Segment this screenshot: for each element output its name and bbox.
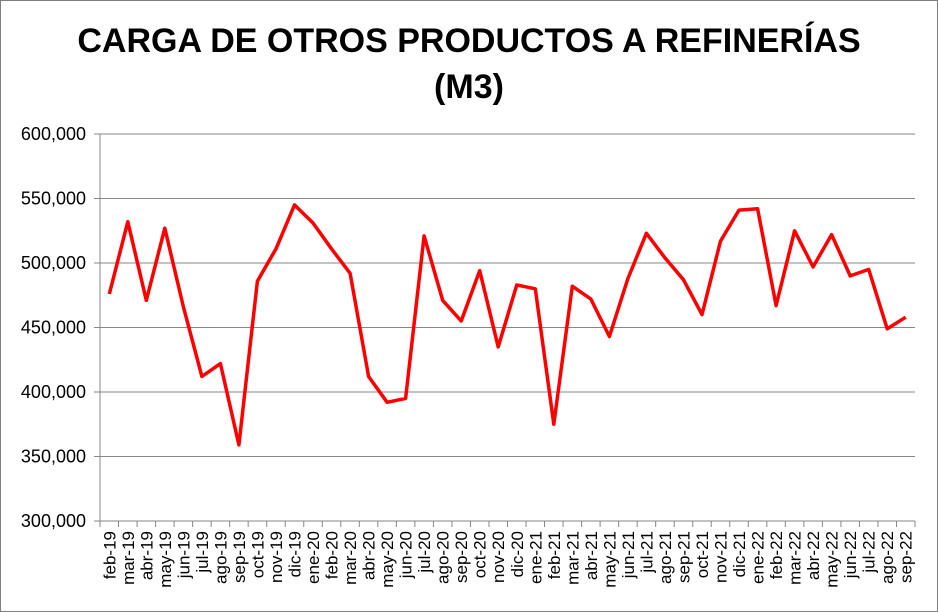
y-tick-label: 350,000: [21, 447, 86, 467]
y-tick-label: 300,000: [21, 511, 86, 531]
x-tick-label: ago-21: [656, 531, 675, 584]
x-tick-label: jun-20: [397, 531, 416, 579]
x-tick-label: ago-20: [434, 531, 453, 584]
y-tick-label: 450,000: [21, 318, 86, 338]
x-tick-label: abr-20: [360, 531, 379, 580]
x-tick-label: jul-22: [860, 531, 879, 574]
x-tick-label: abr-22: [804, 531, 823, 580]
x-tick-label: feb-19: [100, 531, 119, 579]
x-tick-label: jul-21: [637, 531, 656, 574]
x-tick-label: nov-20: [489, 531, 508, 583]
x-tick-label: feb-20: [323, 531, 342, 579]
x-tick-label: jun-21: [619, 531, 638, 579]
x-tick-label: jun-22: [841, 531, 860, 579]
y-tick-label: 500,000: [21, 253, 86, 273]
x-tick-label: mar-20: [341, 531, 360, 585]
x-tick-label: ene-22: [749, 531, 768, 584]
series-line: [107, 203, 907, 447]
x-tick-label: oct-20: [471, 531, 490, 578]
x-tick-label: sep-20: [452, 531, 471, 583]
x-tick-label: mar-19: [119, 531, 138, 585]
x-tick-label: abr-21: [582, 531, 601, 580]
x-tick-label: nov-21: [712, 531, 731, 583]
x-tick-label: ene-21: [526, 531, 545, 584]
x-tick-label: abr-19: [137, 531, 156, 580]
x-tick-label: dic-20: [508, 531, 527, 577]
x-tick-label: mar-21: [563, 531, 582, 585]
x-tick-label: sep-19: [230, 531, 249, 583]
x-tick-label: jul-19: [193, 531, 212, 574]
x-tick-label: may-20: [378, 531, 397, 588]
x-tick-label: mar-22: [786, 531, 805, 585]
x-tick-label: sep-22: [897, 531, 916, 583]
chart-title: CARGA DE OTROS PRODUCTOS A REFINERÍAS (M…: [0, 18, 938, 110]
y-tick-label: 550,000: [21, 189, 86, 209]
x-tick-label: oct-21: [693, 531, 712, 578]
x-tick-label: oct-19: [248, 531, 267, 578]
x-tick-label: jun-19: [174, 531, 193, 579]
x-tick-label: sep-21: [674, 531, 693, 583]
x-tick-label: jul-20: [415, 531, 434, 574]
x-tick-label: feb-21: [545, 531, 564, 579]
x-tick-label: ago-19: [211, 531, 230, 584]
y-tick-label: 600,000: [21, 124, 86, 144]
x-tick-label: dic-21: [730, 531, 749, 577]
x-tick-label: ago-22: [878, 531, 897, 584]
chart-title-line-1: CARGA DE OTROS PRODUCTOS A REFINERÍAS: [77, 22, 861, 60]
chart-title-line-2: (M3): [434, 68, 504, 106]
x-tick-label: may-22: [823, 531, 842, 588]
x-tick-label: dic-19: [285, 531, 304, 577]
x-tick-label: may-19: [156, 531, 175, 588]
x-tick-label: nov-19: [267, 531, 286, 583]
x-tick-label: feb-22: [767, 531, 786, 579]
y-tick-label: 400,000: [21, 382, 86, 402]
x-tick-label: may-21: [600, 531, 619, 588]
x-tick-label: ene-20: [304, 531, 323, 584]
